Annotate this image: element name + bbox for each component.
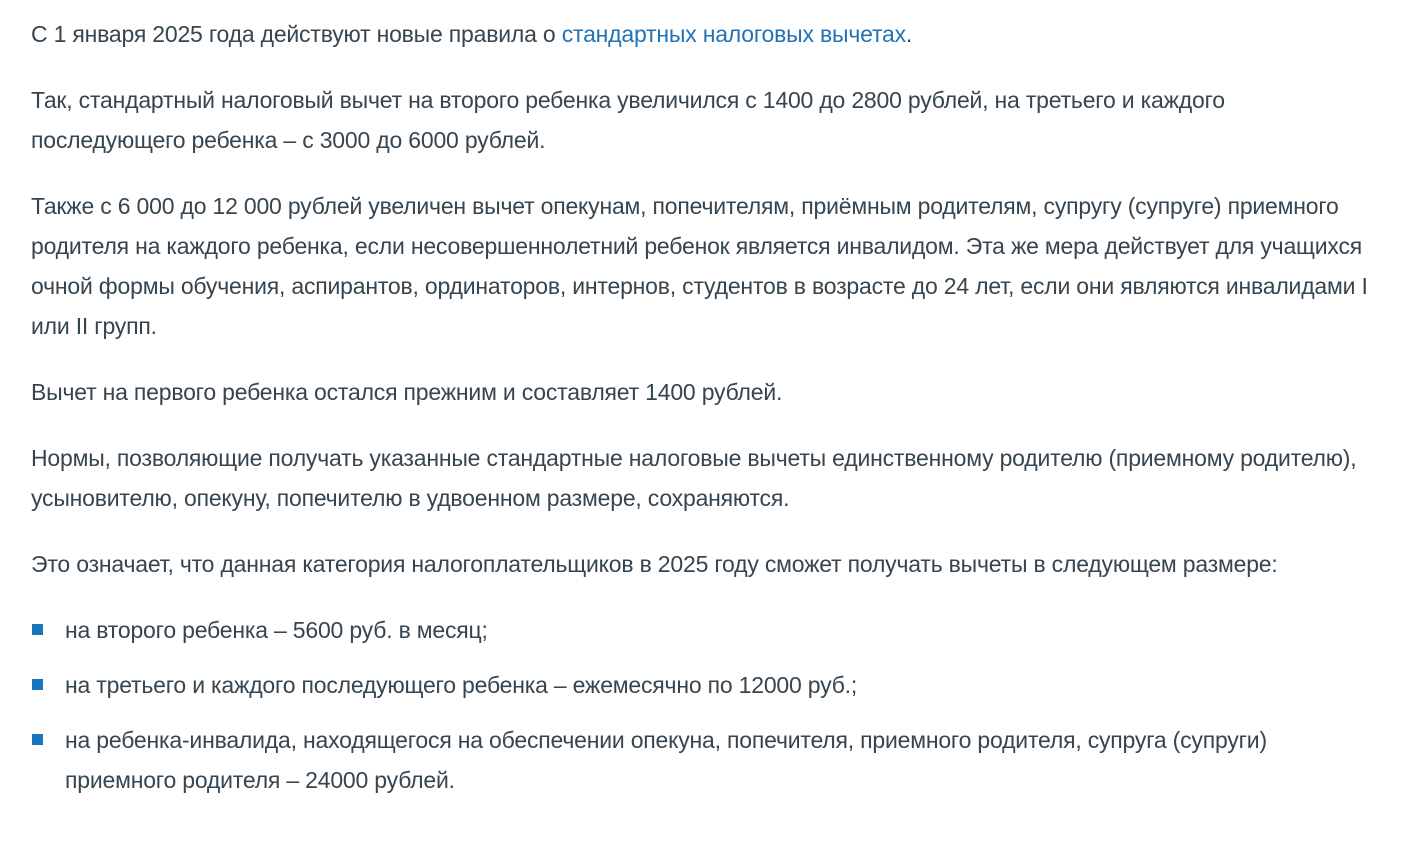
bullet-square-icon <box>32 734 43 745</box>
list-item-text: на второго ребенка – 5600 руб. в месяц; <box>65 617 488 643</box>
intro-text: С 1 января 2025 года действуют новые пра… <box>31 21 562 47</box>
bullet-square-icon <box>32 679 43 690</box>
list-item-text: на третьего и каждого последующего ребен… <box>65 672 858 698</box>
list-item: на второго ребенка – 5600 руб. в месяц; <box>31 610 1381 650</box>
bullet-square-icon <box>32 624 43 635</box>
paragraph-guardians: Также с 6 000 до 12 000 рублей увеличен … <box>31 193 1368 339</box>
list-item: на третьего и каждого последующего ребен… <box>31 665 1381 705</box>
deduction-list: на второго ребенка – 5600 руб. в месяц; … <box>31 610 1381 800</box>
paragraph-intro: С 1 января 2025 года действуют новые пра… <box>31 14 1381 54</box>
paragraph-double-deduction: Нормы, позволяющие получать указанные ст… <box>31 445 1357 511</box>
paragraph-means: Это означает, что данная категория налог… <box>31 551 1278 577</box>
article-body: С 1 января 2025 года действуют новые пра… <box>31 14 1381 800</box>
paragraph-first-child: Вычет на первого ребенка остался прежним… <box>31 379 783 405</box>
standard-tax-deductions-link[interactable]: стандартных налоговых вычетах <box>561 21 906 47</box>
list-item: на ребенка-инвалида, находящегося на обе… <box>31 720 1381 800</box>
intro-text-end: . <box>905 21 913 47</box>
paragraph-second-child: Так, стандартный налоговый вычет на втор… <box>31 87 1225 153</box>
list-item-text: на ребенка-инвалида, находящегося на обе… <box>65 727 1267 793</box>
